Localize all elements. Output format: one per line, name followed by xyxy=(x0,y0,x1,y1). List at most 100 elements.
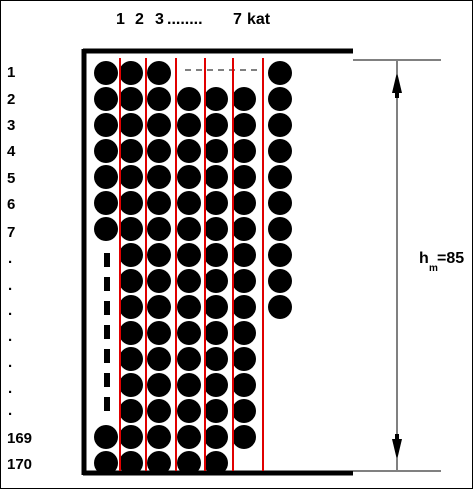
ball xyxy=(119,347,143,371)
ball xyxy=(268,243,292,267)
ball xyxy=(232,295,256,319)
dimension-arrow-up-stem xyxy=(395,92,399,98)
ball xyxy=(204,347,228,371)
row-label: 3 xyxy=(7,117,15,134)
ball xyxy=(177,399,201,423)
ball xyxy=(177,165,201,189)
ball xyxy=(119,373,143,397)
ball xyxy=(204,87,228,111)
ball xyxy=(147,269,171,293)
ball xyxy=(94,191,118,215)
ball xyxy=(147,399,171,423)
ball xyxy=(94,165,118,189)
ball xyxy=(147,295,171,319)
row-label: 5 xyxy=(7,170,15,187)
ball xyxy=(204,191,228,215)
ball xyxy=(177,295,201,319)
ball xyxy=(147,243,171,267)
ball xyxy=(147,113,171,137)
ball xyxy=(147,321,171,345)
ball xyxy=(119,87,143,111)
ball xyxy=(119,61,143,85)
ball xyxy=(147,87,171,111)
column-unit-label: kat xyxy=(247,11,271,28)
ball xyxy=(232,399,256,423)
ball xyxy=(204,321,228,345)
row-label: 4 xyxy=(7,143,16,160)
ball xyxy=(119,269,143,293)
row-label: . xyxy=(8,302,12,319)
ball xyxy=(204,425,228,449)
ball xyxy=(147,425,171,449)
ball xyxy=(119,191,143,215)
ball xyxy=(119,113,143,137)
ball xyxy=(232,113,256,137)
row-label: 2 xyxy=(7,91,15,108)
column-label-3: 3 xyxy=(155,11,164,28)
ball xyxy=(177,425,201,449)
ball xyxy=(232,373,256,397)
ball xyxy=(268,165,292,189)
ball xyxy=(147,217,171,241)
row-label: . xyxy=(8,250,12,267)
ball xyxy=(232,191,256,215)
ball xyxy=(177,217,201,241)
ball xyxy=(119,139,143,163)
layer-separators xyxy=(119,58,264,471)
row-label: 1 xyxy=(7,64,15,81)
ball xyxy=(119,425,143,449)
ball xyxy=(268,269,292,293)
dimension-arrow-up xyxy=(392,72,402,93)
ball xyxy=(147,451,171,475)
ball xyxy=(177,451,201,475)
row-label: . xyxy=(8,328,12,345)
ball xyxy=(177,373,201,397)
ball xyxy=(204,243,228,267)
ball xyxy=(147,61,171,85)
ball xyxy=(147,139,171,163)
ball xyxy=(177,113,201,137)
ball xyxy=(204,269,228,293)
ball xyxy=(204,451,228,475)
ball xyxy=(177,139,201,163)
ball xyxy=(268,191,292,215)
ball xyxy=(232,347,256,371)
height-label-symbol: h xyxy=(419,250,429,267)
ball xyxy=(232,87,256,111)
ball xyxy=(204,113,228,137)
column-dots: ........ xyxy=(167,11,203,28)
ball xyxy=(204,165,228,189)
row-label: . xyxy=(8,277,12,294)
ball xyxy=(119,295,143,319)
ball xyxy=(177,347,201,371)
row-label: 7 xyxy=(7,224,15,241)
ball xyxy=(204,373,228,397)
ball xyxy=(204,295,228,319)
column-label-1: 1 xyxy=(116,11,125,28)
ball xyxy=(268,217,292,241)
ball xyxy=(204,139,228,163)
ball xyxy=(177,87,201,111)
ball xyxy=(232,243,256,267)
ball xyxy=(268,87,292,111)
ball xyxy=(204,399,228,423)
ball xyxy=(232,139,256,163)
row-label: 170 xyxy=(7,456,32,473)
ball xyxy=(119,451,143,475)
ball xyxy=(119,399,143,423)
row-label: 6 xyxy=(7,196,15,213)
ball xyxy=(232,217,256,241)
ball xyxy=(268,113,292,137)
ball xyxy=(119,243,143,267)
height-label-value: =85 xyxy=(437,250,464,267)
dimension-arrow-down xyxy=(392,439,402,460)
ball xyxy=(177,243,201,267)
ball xyxy=(232,321,256,345)
column-label-7: 7 xyxy=(233,11,242,28)
column-label-2: 2 xyxy=(135,11,144,28)
ball xyxy=(232,425,256,449)
ball xyxy=(94,139,118,163)
ball xyxy=(119,165,143,189)
ball xyxy=(147,373,171,397)
